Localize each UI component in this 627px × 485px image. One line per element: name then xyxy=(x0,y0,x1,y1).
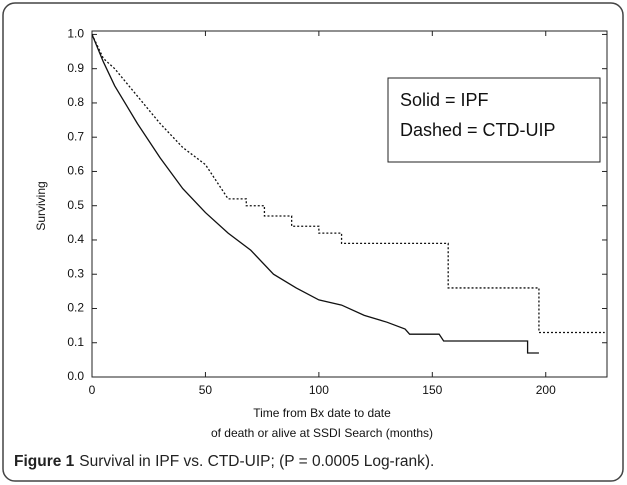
x-tick-label: 100 xyxy=(309,383,329,397)
y-tick-label: 0.6 xyxy=(67,164,84,178)
y-axis-label: Surviving xyxy=(34,181,48,230)
y-tick-label: 0.8 xyxy=(67,95,84,109)
y-tick-label: 0.0 xyxy=(67,369,84,383)
y-tick-label: 0.9 xyxy=(67,61,84,75)
caption: Figure 1 Survival in IPF vs. CTD-UIP; (P … xyxy=(14,453,434,470)
x-tick-label: 0 xyxy=(89,383,96,397)
x-axis-label: of death or alive at SSDI Search (months… xyxy=(211,426,433,440)
y-tick-label: 0.5 xyxy=(67,198,84,212)
x-tick-label: 200 xyxy=(536,383,556,397)
caption-text: Survival in IPF vs. CTD-UIP; (P = 0.0005… xyxy=(79,453,434,470)
survival-line xyxy=(91,34,539,354)
y-tick-label: 0.4 xyxy=(67,232,84,246)
y-tick-label: 1.0 xyxy=(67,27,84,41)
annotation: Dashed = CTD-UIP xyxy=(400,120,556,140)
y-tick-label: 0.2 xyxy=(67,301,84,315)
plot-area xyxy=(91,30,608,378)
y-tick-label: 0.7 xyxy=(67,129,84,143)
y-tick-label: 0.1 xyxy=(67,335,84,349)
x-axis-label: Time from Bx date to date xyxy=(253,406,391,420)
y-tick-label: 0.3 xyxy=(67,266,84,280)
annotation-box xyxy=(387,77,601,163)
x-tick-label: 150 xyxy=(422,383,442,397)
annotation: Solid = IPF xyxy=(400,90,489,110)
x-tick-label: 50 xyxy=(199,383,213,397)
caption-label: Figure 1 xyxy=(14,453,75,470)
